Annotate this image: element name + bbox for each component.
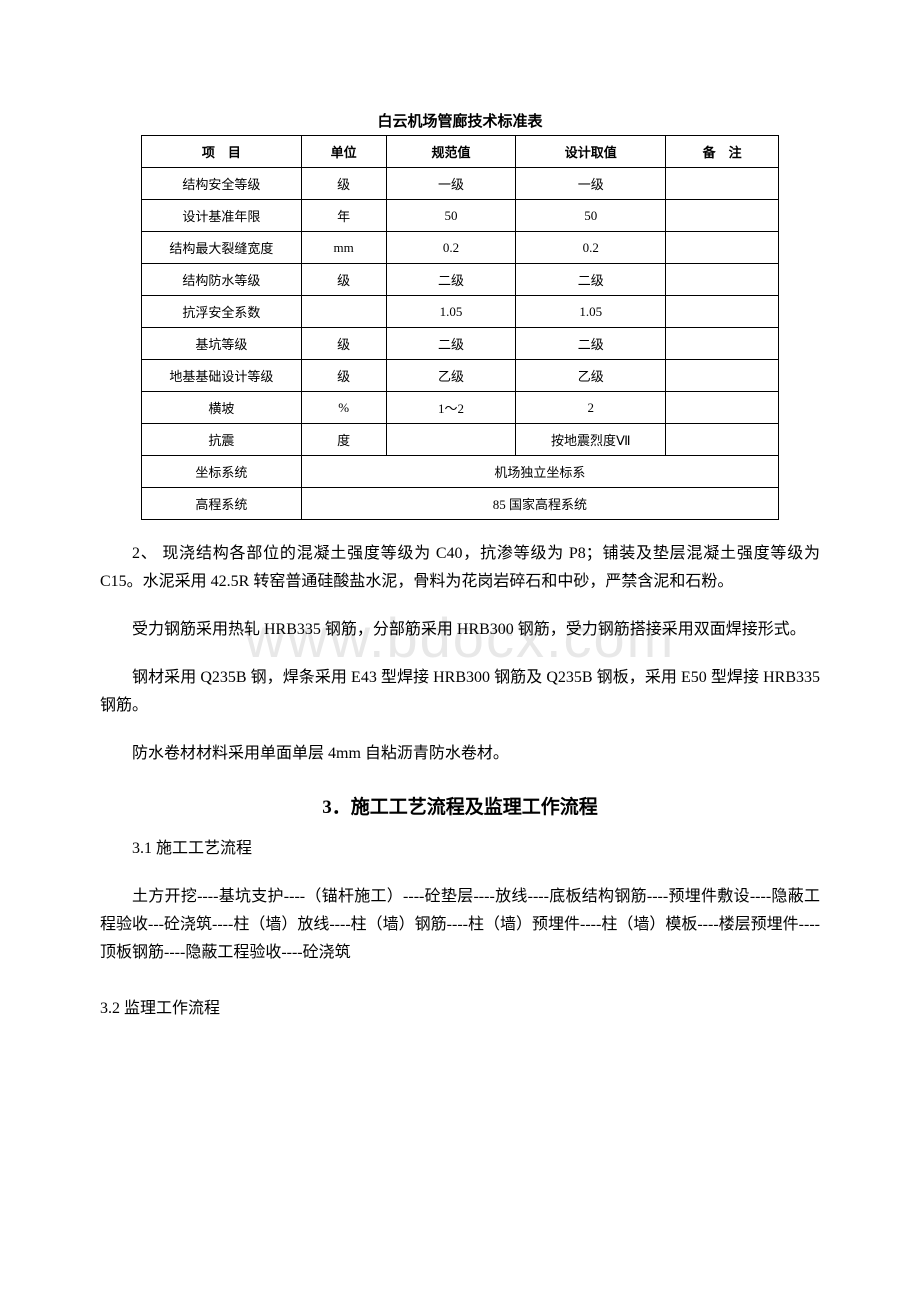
- cell-item: 抗震: [142, 424, 302, 456]
- cell-unit: %: [301, 392, 386, 424]
- table-row: 结构防水等级 级 二级 二级: [142, 264, 779, 296]
- paragraph-3: 钢材采用 Q235B 钢，焊条采用 E43 型焊接 HRB300 钢筋及 Q23…: [100, 664, 820, 720]
- cell-item: 抗浮安全系数: [142, 296, 302, 328]
- paragraph-2: 受力钢筋采用热轧 HRB335 钢筋，分部筋采用 HRB300 钢筋，受力钢筋搭…: [100, 616, 820, 644]
- paragraph-1: 2、 现浇结构各部位的混凝土强度等级为 C40，抗渗等级为 P8；铺装及垫层混凝…: [100, 540, 820, 596]
- cell-item: 地基基础设计等级: [142, 360, 302, 392]
- th-design: 设计取值: [516, 136, 666, 168]
- cell-merged: 85 国家高程系统: [301, 488, 778, 520]
- cell-item: 高程系统: [142, 488, 302, 520]
- cell-spec: 二级: [386, 328, 516, 360]
- cell-unit: mm: [301, 232, 386, 264]
- cell-unit: 级: [301, 168, 386, 200]
- table-header-row: 项 目 单位 规范值 设计取值 备 注: [142, 136, 779, 168]
- cell-item: 设计基准年限: [142, 200, 302, 232]
- table-row: 地基基础设计等级 级 乙级 乙级: [142, 360, 779, 392]
- section-3-2-title: 3.2 监理工作流程: [100, 995, 820, 1023]
- cell-note: [666, 328, 779, 360]
- cell-note: [666, 360, 779, 392]
- cell-design: 2: [516, 392, 666, 424]
- cell-note: [666, 200, 779, 232]
- cell-spec: 50: [386, 200, 516, 232]
- table-row: 横坡 % 1～2 2: [142, 392, 779, 424]
- th-note: 备 注: [666, 136, 779, 168]
- cell-merged: 机场独立坐标系: [301, 456, 778, 488]
- table-row: 结构安全等级 级 一级 一级: [142, 168, 779, 200]
- table-row: 基坑等级 级 二级 二级: [142, 328, 779, 360]
- section-3-1-title: 3.1 施工工艺流程: [100, 835, 820, 863]
- cell-spec: 1～2: [386, 392, 516, 424]
- table-row-seismic: 抗震 度 按地震烈度Ⅶ: [142, 424, 779, 456]
- cell-item: 结构最大裂缝宽度: [142, 232, 302, 264]
- table-row-elev: 高程系统 85 国家高程系统: [142, 488, 779, 520]
- cell-item: 结构防水等级: [142, 264, 302, 296]
- cell-note: [666, 168, 779, 200]
- cell-unit: [301, 296, 386, 328]
- th-unit: 单位: [301, 136, 386, 168]
- cell-unit: 年: [301, 200, 386, 232]
- cell-design: 乙级: [516, 360, 666, 392]
- cell-design: 1.05: [516, 296, 666, 328]
- cell-note: [666, 424, 779, 456]
- table-row: 设计基准年限 年 50 50: [142, 200, 779, 232]
- cell-item: 横坡: [142, 392, 302, 424]
- process-flow: 土方开挖----基坑支护----（锚杆施工）----砼垫层----放线----底…: [100, 883, 820, 967]
- paragraph-4: 防水卷材材料采用单面单层 4mm 自粘沥青防水卷材。: [100, 740, 820, 768]
- cell-item: 基坑等级: [142, 328, 302, 360]
- table-title: 白云机场管廊技术标准表: [100, 110, 820, 131]
- cell-design: 一级: [516, 168, 666, 200]
- cell-spec: 0.2: [386, 232, 516, 264]
- cell-unit: 度: [301, 424, 386, 456]
- cell-unit: 级: [301, 360, 386, 392]
- cell-spec: 乙级: [386, 360, 516, 392]
- table-row-coord: 坐标系统 机场独立坐标系: [142, 456, 779, 488]
- cell-item: 结构安全等级: [142, 168, 302, 200]
- standards-table: 项 目 单位 规范值 设计取值 备 注 结构安全等级 级 一级 一级 设计基准年…: [141, 135, 779, 520]
- cell-design: 二级: [516, 328, 666, 360]
- cell-spec: [386, 424, 516, 456]
- cell-spec: 1.05: [386, 296, 516, 328]
- cell-note: [666, 232, 779, 264]
- cell-design: 0.2: [516, 232, 666, 264]
- page-content: 白云机场管廊技术标准表 项 目 单位 规范值 设计取值 备 注 结构安全等级 级…: [100, 110, 820, 1023]
- section-3-title: 3．施工工艺流程及监理工作流程: [100, 792, 820, 819]
- th-item: 项 目: [142, 136, 302, 168]
- cell-note: [666, 392, 779, 424]
- table-row: 抗浮安全系数 1.05 1.05: [142, 296, 779, 328]
- cell-unit: 级: [301, 328, 386, 360]
- cell-item: 坐标系统: [142, 456, 302, 488]
- cell-design: 二级: [516, 264, 666, 296]
- cell-note: [666, 264, 779, 296]
- cell-design: 按地震烈度Ⅶ: [516, 424, 666, 456]
- cell-design: 50: [516, 200, 666, 232]
- cell-note: [666, 296, 779, 328]
- cell-spec: 二级: [386, 264, 516, 296]
- th-spec: 规范值: [386, 136, 516, 168]
- cell-spec: 一级: [386, 168, 516, 200]
- table-row: 结构最大裂缝宽度 mm 0.2 0.2: [142, 232, 779, 264]
- cell-unit: 级: [301, 264, 386, 296]
